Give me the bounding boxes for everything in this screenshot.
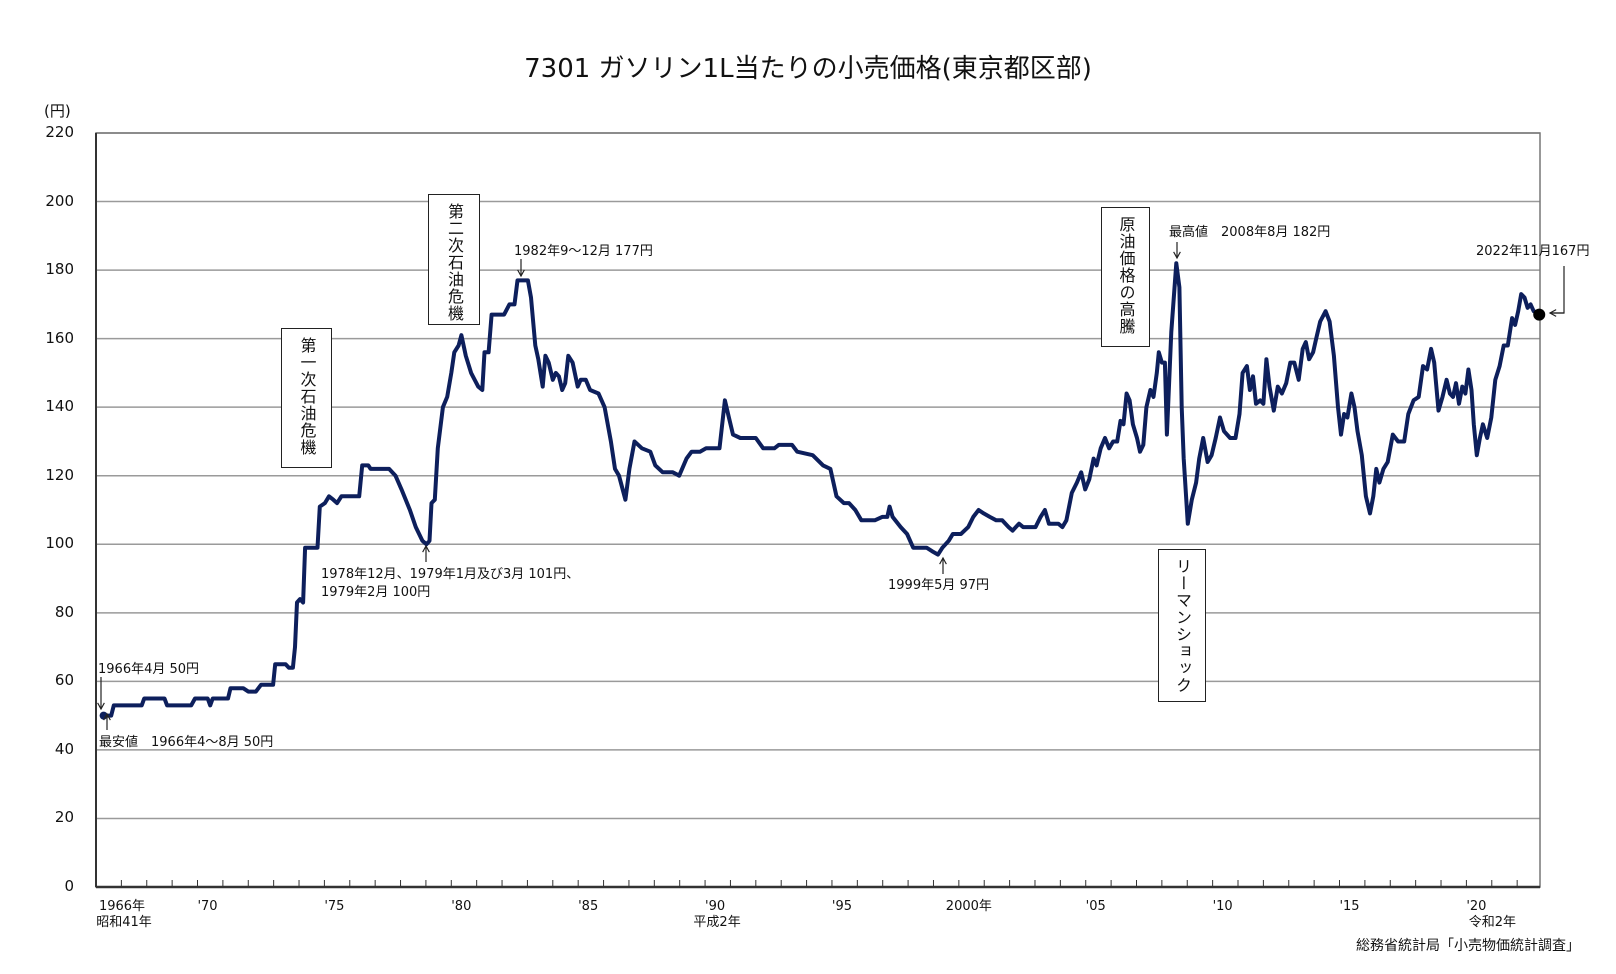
x-tick-sublabel: 令和2年	[1468, 915, 1517, 930]
plot-frame	[95, 132, 1541, 888]
annotation-box-crude-surge: 原油価格の高騰	[1101, 207, 1150, 347]
crude-surge-label: 原油価格の高騰	[1116, 216, 1136, 335]
y-tick-label: 140	[45, 397, 74, 416]
x-tick-label: 2000年	[945, 899, 992, 914]
oil-crisis-1-label: 第一次石油危機	[297, 337, 317, 456]
arrow-latest-head	[1548, 309, 1557, 317]
annotation-box-oil-crisis-1: 第一次石油危機	[281, 328, 332, 468]
annotation-box-oil-crisis-2: 第二次石油危機	[428, 194, 480, 325]
chart-title: 7301 ガソリン1L当たりの小売価格(東京都区部)	[524, 54, 1092, 84]
arrow-peak-1982-head	[517, 269, 525, 278]
annotation-low-1999: 1999年5月 97円	[888, 578, 990, 593]
annotation-peak-1982: 1982年9～12月 177円	[514, 244, 653, 259]
source-note: 総務省統計局「小売物価統計調査」	[1356, 938, 1580, 954]
y-tick-label: 20	[54, 808, 74, 827]
y-tick-label: 180	[45, 260, 74, 279]
y-tick-label: 0	[64, 877, 74, 895]
annotation-low-1979-line1: 1978年12月、1979年1月及び3月 101円、	[321, 567, 580, 582]
y-tick-label: 80	[54, 602, 74, 621]
x-tick-sublabel: 昭和41年	[96, 915, 152, 930]
x-tick-label: '15	[1339, 899, 1360, 914]
arrow-low-1979-head	[422, 544, 430, 553]
x-tick-label: '10	[1212, 899, 1233, 914]
x-tick-label: '20	[1466, 899, 1487, 914]
x-tick-label: '85	[578, 899, 599, 914]
annotation-first-value: 1966年4月 50円	[98, 662, 200, 677]
arrow-latest-leader	[1550, 266, 1565, 314]
arrow-low-1999-head	[939, 556, 947, 565]
price-line	[103, 261, 1541, 718]
annotation-box-lehman: リーマンショック	[1158, 549, 1206, 702]
y-tick-label: 200	[45, 191, 74, 210]
arrow-lowest-head	[103, 712, 111, 721]
oil-crisis-2-label: 第二次石油危機	[445, 203, 464, 322]
y-tick-label: 40	[54, 739, 74, 758]
y-tick-label: 60	[54, 671, 74, 690]
x-tick-label: 1966年	[98, 899, 146, 914]
x-tick-sublabel: 平成2年	[693, 915, 741, 930]
x-tick-label: '90	[705, 899, 726, 914]
annotation-lowest: 最安値 1966年4～8月 50円	[99, 735, 274, 750]
arrow-highest-head	[1173, 251, 1181, 260]
lehman-label: リーマンショック	[1173, 558, 1192, 694]
x-tick-label: '80	[451, 899, 472, 914]
y-tick-label: 160	[45, 328, 74, 347]
annotation-highest: 最高値 2008年8月 182円	[1169, 225, 1331, 240]
y-tick-label: 100	[45, 534, 74, 553]
annotation-low-1979-line2: 1979年2月 100円	[321, 585, 431, 600]
x-tick-label: '05	[1085, 899, 1106, 914]
x-tick-label: '95	[831, 899, 853, 914]
arrow-first-head	[97, 702, 105, 711]
y-tick-label: 120	[45, 465, 74, 484]
annotation-latest: 2022年11月167円	[1476, 244, 1590, 259]
x-tick-label: '75	[324, 899, 345, 914]
y-tick-label: 220	[45, 123, 74, 141]
y-axis-unit: (円)	[44, 102, 71, 120]
x-tick-label: '70	[197, 899, 218, 914]
latest-point	[1533, 308, 1546, 321]
